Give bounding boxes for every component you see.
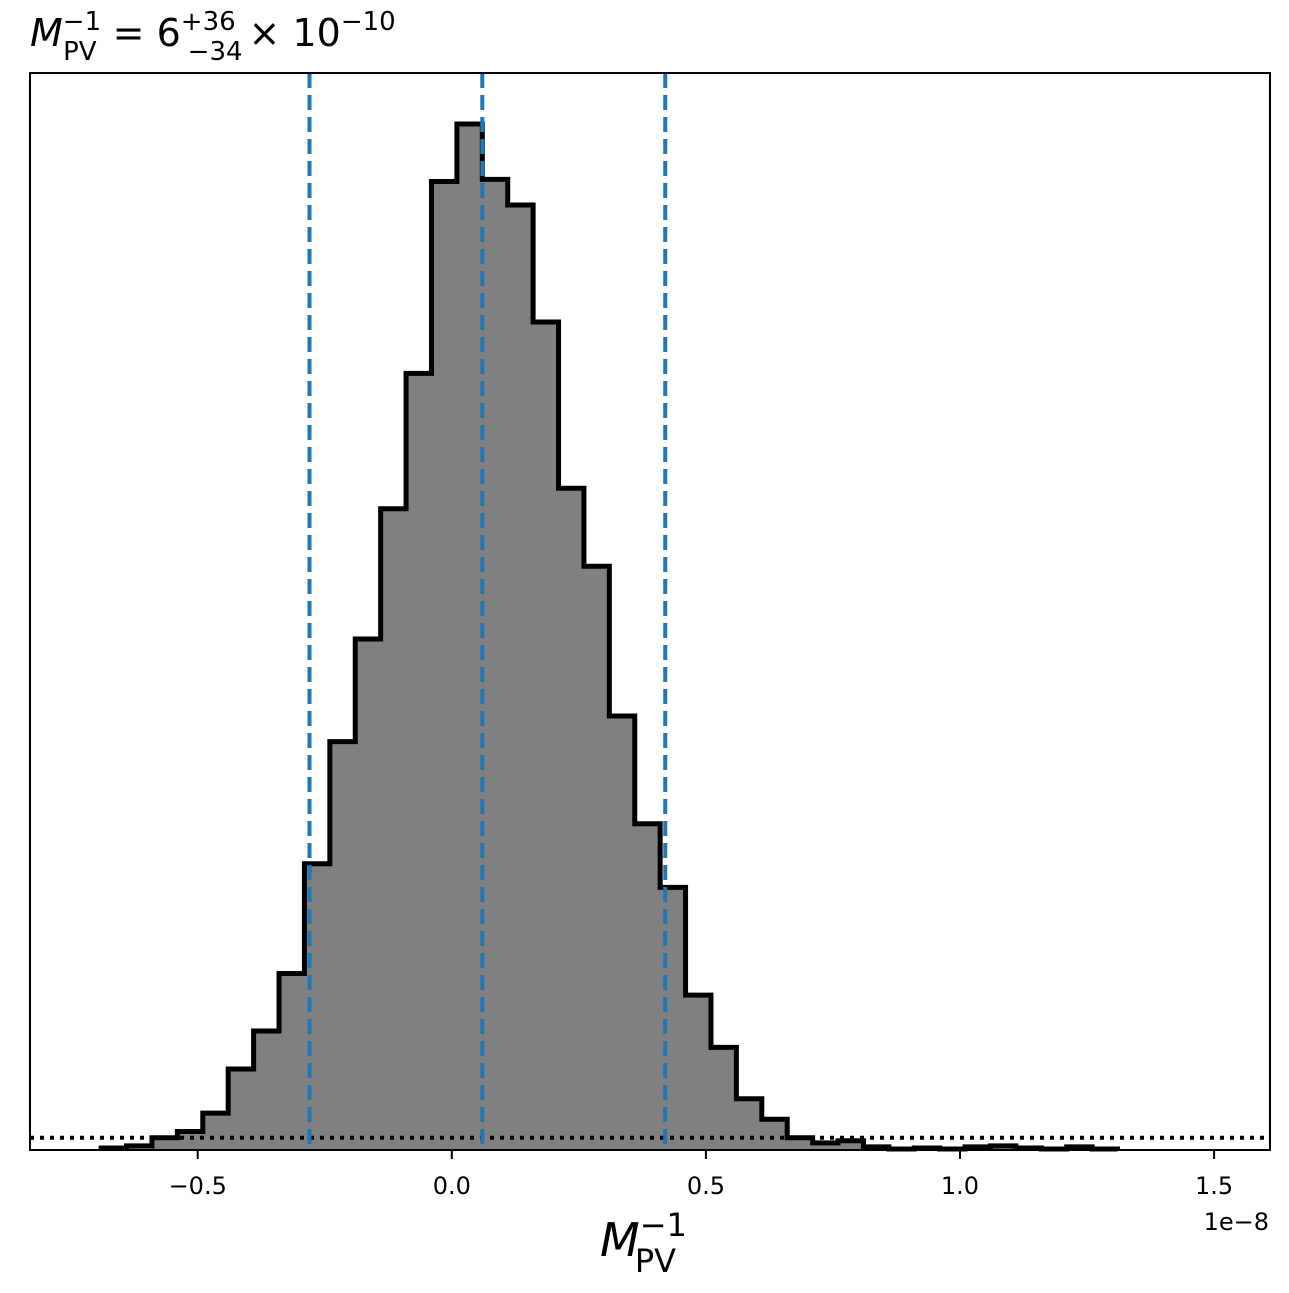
quantile-lines (307, 73, 668, 1150)
x-tick-label-2: 0.5 (687, 1172, 725, 1200)
x-tick-label-4: 1.5 (1195, 1172, 1233, 1200)
title-equals: = 6 (101, 11, 181, 55)
plot-area (30, 73, 1270, 1152)
title-upper: +36 (181, 7, 236, 37)
title-symbol-sup: −1 (63, 7, 101, 37)
title-symbol-sub: PV (63, 37, 97, 67)
chart-title: M−1 PV = 6+36 −34 × 10−10 (30, 7, 396, 67)
x-tick-label-3: 1.0 (941, 1172, 979, 1200)
x-axis-ticks: −0.5 0.0 0.5 1.0 1.5 (169, 1150, 1233, 1200)
xlabel-symbol: M (600, 1213, 640, 1267)
x-tick-label-0: −0.5 (169, 1172, 227, 1200)
title-lower: −34 (188, 37, 243, 67)
histogram-fill (101, 124, 1118, 1150)
plot-frame (29, 72, 1271, 1151)
title-symbol: M (30, 11, 63, 55)
x-offset-label: 1e−8 (1204, 1208, 1269, 1236)
x-axis-label: M−1 PV (600, 1206, 687, 1280)
histogram-outline (98, 121, 1121, 1152)
title-exponent: −10 (341, 7, 396, 37)
title-times: × 10 (249, 11, 341, 55)
xlabel-sup: −1 (640, 1206, 687, 1244)
x-tick-label-1: 0.0 (433, 1172, 471, 1200)
xlabel-sub: PV (635, 1242, 676, 1280)
